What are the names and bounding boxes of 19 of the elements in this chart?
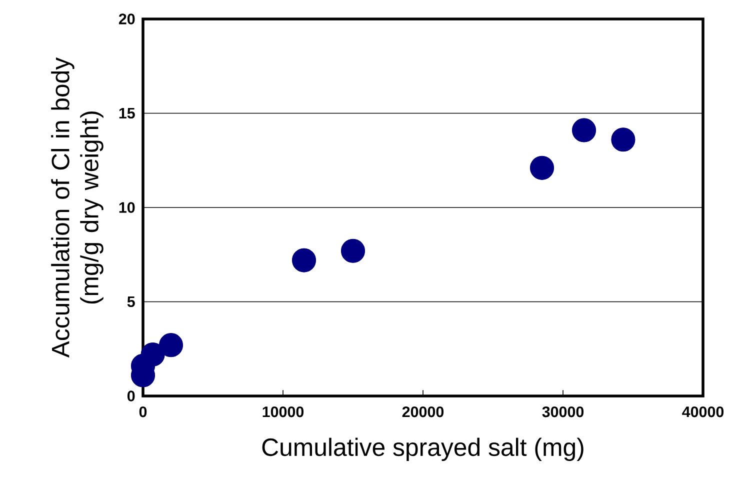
x-axis-title: Cumulative sprayed salt (mg): [262, 438, 584, 462]
point: [158, 333, 184, 358]
y-tick-label: 20: [118, 14, 135, 24]
x-tick-label: 20000: [402, 406, 444, 418]
point: [572, 118, 596, 142]
x-tick-label: 40000: [682, 406, 724, 418]
x-tick-label: 10000: [262, 406, 304, 418]
point: [530, 156, 554, 180]
x-tick-label: 0: [139, 406, 147, 418]
y-tick-label: 5: [127, 296, 135, 308]
x-tick-label: 30000: [542, 406, 584, 418]
point: [292, 248, 316, 272]
point: [140, 342, 165, 367]
y-tick-label: 15: [119, 108, 135, 119]
y-tick-label: 10: [119, 202, 135, 213]
point: [611, 128, 636, 152]
y-tick-label: 0: [127, 390, 135, 402]
point: [340, 238, 366, 263]
y-axis-title: Accumulation of Cl in body (mg/g dry weight): [51, 57, 104, 358]
